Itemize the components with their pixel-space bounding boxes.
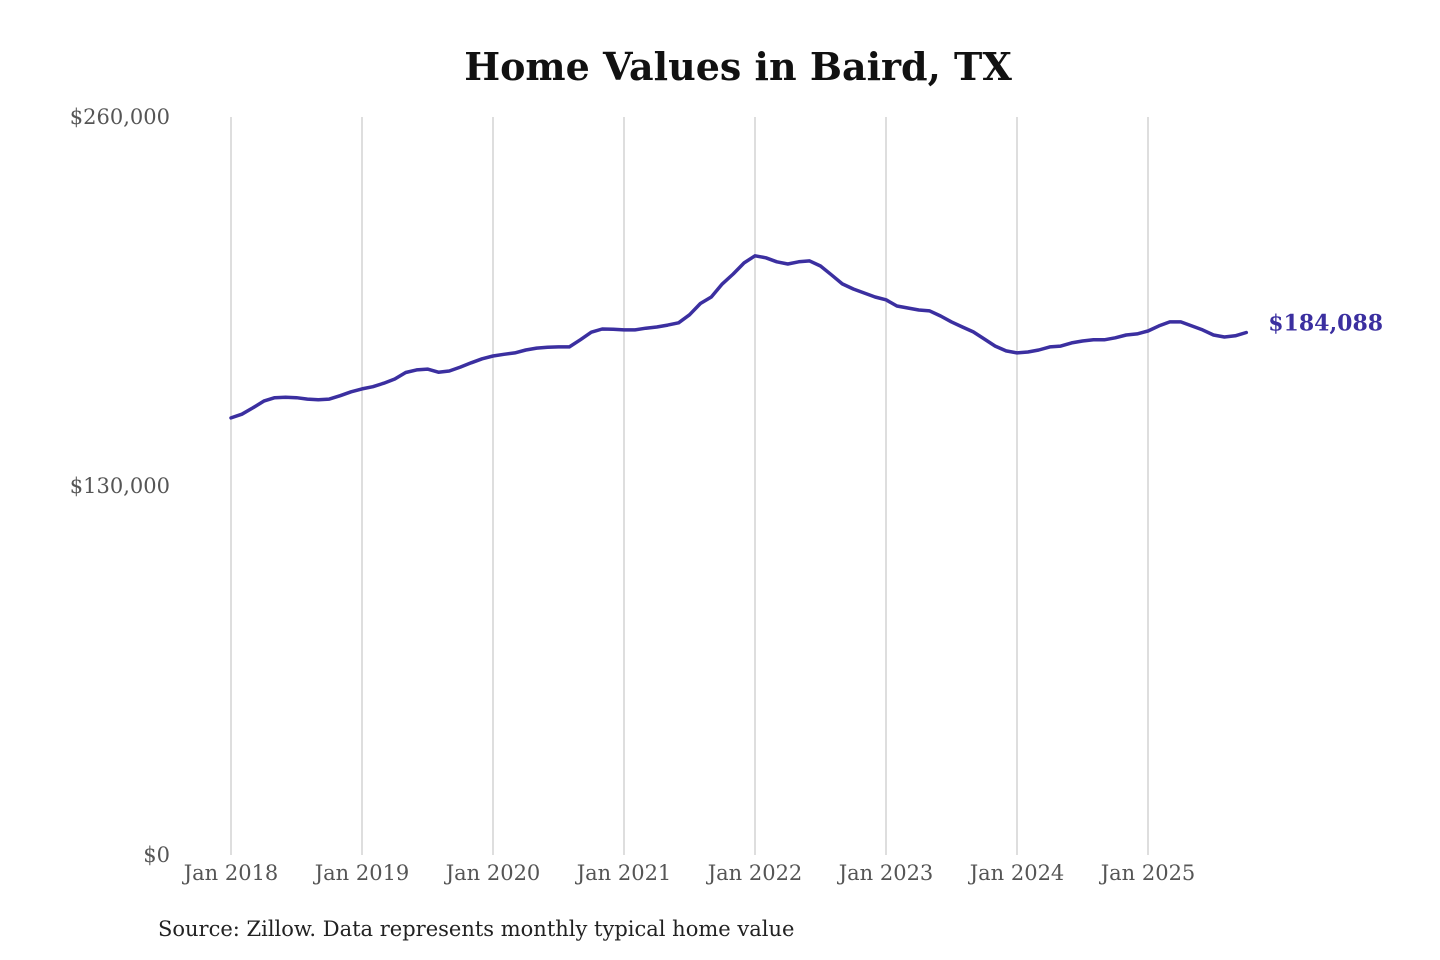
x-tick-label: Jan 2023: [837, 861, 934, 885]
y-tick-label: $260,000: [70, 105, 170, 129]
x-tick-label: Jan 2022: [706, 861, 803, 885]
x-tick-label: Jan 2019: [313, 861, 410, 885]
source-note: Source: Zillow. Data represents monthly …: [158, 917, 795, 941]
x-tick-label: Jan 2025: [1099, 861, 1196, 885]
x-tick-label: Jan 2024: [968, 861, 1065, 885]
series-line: [229, 254, 1249, 420]
x-axis-ticks: Jan 2018 Jan 2019 Jan 2020 Jan 2021 Jan 2022…: [182, 861, 1196, 885]
end-value-label: $184,088: [1268, 310, 1383, 336]
y-axis-ticks: $0 $130,000 $260,000: [70, 105, 170, 867]
x-tick-label: Jan 2020: [444, 861, 541, 885]
y-tick-label: $130,000: [70, 474, 170, 498]
gridlines: [230, 117, 1149, 855]
x-tick-label: Jan 2021: [575, 861, 672, 885]
chart-title: Home Values in Baird, TX: [464, 44, 1012, 89]
x-tick-label: Jan 2018: [182, 861, 279, 885]
y-tick-label: $0: [143, 843, 170, 867]
